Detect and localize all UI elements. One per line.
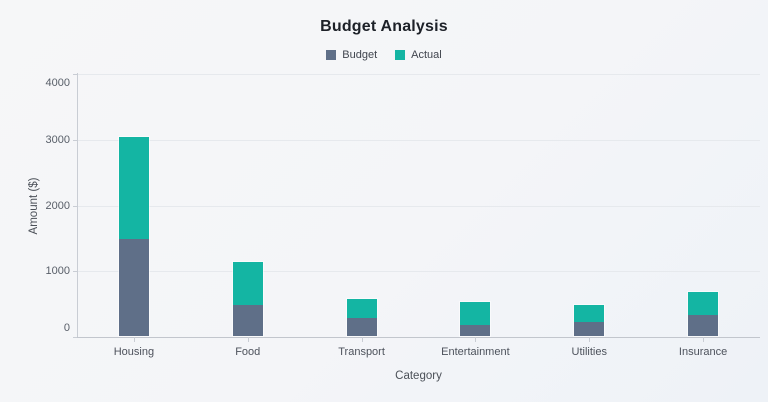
x-tick-label-food: Food [235, 346, 261, 358]
x-tick-mark-entertainment [475, 337, 477, 342]
bar-segment-budget-food[interactable] [232, 305, 263, 336]
legend-item-actual[interactable]: Actual [395, 49, 442, 61]
x-tick-mark-transport [361, 337, 363, 342]
legend-item-budget[interactable]: Budget [326, 49, 377, 61]
gridline-2000 [77, 205, 760, 207]
y-tick-mark-4000 [73, 74, 77, 75]
y-tick-mark-0 [73, 337, 77, 338]
bar-housing[interactable] [117, 136, 150, 337]
bar-segment-actual-insurance[interactable] [688, 291, 719, 315]
bar-segment-budget-insurance[interactable] [688, 314, 719, 336]
chart-title: Budget Analysis [320, 18, 448, 35]
bar-entertainment[interactable] [459, 300, 492, 337]
legend-label-actual: Actual [411, 49, 442, 61]
y-tick-label-0: 0 [63, 322, 70, 334]
x-axis-title: Category [395, 370, 442, 382]
y-tick-mark-2000 [73, 205, 77, 207]
x-tick-mark-food [247, 337, 249, 342]
bar-segment-actual-entertainment[interactable] [460, 301, 491, 325]
x-tick-label-transport: Transport [338, 346, 385, 358]
y-tick-label-1000: 1000 [45, 265, 70, 278]
x-tick-mark-utilities [589, 337, 591, 342]
bar-segment-actual-transport[interactable] [346, 298, 377, 319]
y-tick-label-2000: 2000 [45, 199, 70, 212]
x-tick-label-insurance: Insurance [678, 346, 728, 358]
bar-utilities[interactable] [573, 304, 606, 337]
x-tick-label-utilities: Utilities [571, 346, 607, 358]
y-tick-label-4000: 4000 [45, 77, 70, 89]
bar-insurance[interactable] [687, 290, 720, 337]
x-tick-label-entertainment: Entertainment [441, 346, 510, 358]
gridline-1000 [77, 271, 760, 273]
bar-segment-actual-food[interactable] [232, 262, 263, 306]
bar-segment-actual-housing[interactable] [118, 137, 149, 240]
budget-swatch-icon [326, 50, 337, 60]
gridline-3000 [77, 139, 760, 141]
y-tick-mark-1000 [73, 271, 77, 273]
bar-segment-budget-entertainment[interactable] [460, 324, 491, 336]
bar-segment-budget-housing[interactable] [118, 239, 149, 336]
legend: Budget Actual [0, 49, 768, 61]
bar-segment-budget-utilities[interactable] [574, 321, 605, 336]
x-axis-line [77, 337, 760, 338]
actual-swatch-icon [395, 50, 406, 60]
bar-segment-actual-utilities[interactable] [574, 305, 605, 322]
x-tick-label-housing: Housing [113, 346, 155, 358]
x-tick-mark-housing [133, 337, 135, 342]
gridline-4000 [77, 74, 760, 75]
y-tick-mark-3000 [73, 139, 77, 141]
y-axis-line [77, 73, 78, 337]
bar-segment-budget-transport[interactable] [346, 318, 377, 336]
bar-food[interactable] [231, 261, 264, 337]
legend-label-budget: Budget [342, 49, 378, 61]
y-tick-label-3000: 3000 [45, 133, 70, 146]
bar-transport[interactable] [345, 297, 378, 337]
x-tick-mark-insurance [703, 337, 705, 342]
